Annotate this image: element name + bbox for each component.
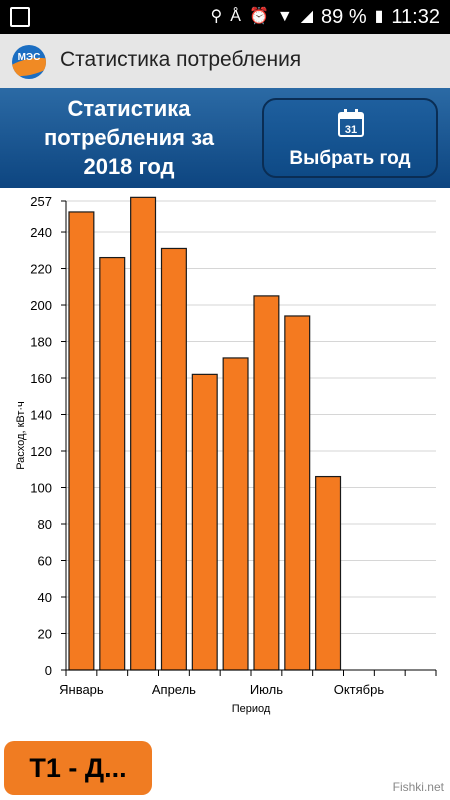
y-tick-label: 257 [30,194,52,209]
bar-month-4 [160,247,187,671]
y-tick-label: 180 [30,335,52,350]
grid [66,200,436,671]
battery-percent: 89 % [321,5,367,28]
x-tick-label: Апрель [152,682,196,697]
title-line-1: Статистика [67,96,191,121]
y-tick-label: 240 [30,225,52,240]
x-tick-label: Октябрь [334,682,385,697]
title-line-3: 2018 год [83,154,175,179]
bars [68,196,342,671]
bar-month-2 [99,256,126,671]
y-tick-label: 100 [30,481,52,496]
watermark: Fishki.net [392,780,444,794]
axes: 0 20 40 60 80 100 120 140 160 180 200 220 240 257 Янва… [30,194,437,697]
logo-text: МЭС [17,52,41,63]
bar-month-5 [191,373,218,671]
bar-month-1 [68,211,95,671]
y-tick-label: 160 [30,371,52,386]
app-bar: МЭС Статистика потребления [0,34,450,88]
statistics-header: Статистика потребления за 2018 год 31 Вы… [0,88,450,188]
consumption-chart: 0 20 40 60 80 100 120 140 160 180 200 220 240 257 Янва… [15,194,437,715]
x-tick-label: Июль [250,682,283,697]
y-tick-label: 120 [30,444,52,459]
bluetooth-icon: Å [230,8,241,25]
y-tick-label: 60 [38,554,52,569]
y-axis-label: Расход, кВт·ч [15,401,27,470]
title-line-2: потребления за [44,125,214,150]
location-icon: ⚲ [210,8,223,25]
status-bar: ⚲ Å ⏰ ▼ ◢ 89 % ▮ 11:32 [0,0,450,34]
bar-month-9 [315,475,342,671]
alarm-icon: ⏰ [248,8,269,25]
status-icons: ⚲ Å ⏰ ▼ ◢ 89 % ▮ 11:32 [211,0,440,34]
y-tick-label: 40 [38,590,52,605]
x-tick-label: Январь [59,682,104,697]
y-tick-label: 200 [30,298,52,313]
bar-month-6 [222,357,249,671]
calendar-day: 31 [345,124,357,136]
y-tick-label: 20 [38,627,52,642]
calendar-icon: 31 [338,109,364,137]
bar-month-7 [253,295,280,671]
signal-icon: ◢ [300,8,314,25]
wifi-icon: ▼ [276,8,293,25]
bar-month-8 [284,315,311,671]
y-tick-label: 140 [30,408,52,423]
y-tick-label: 0 [45,663,52,678]
bar-month-3 [130,196,157,671]
clock: 11:32 [391,5,440,28]
y-tick-label: 220 [30,262,52,277]
select-year-button[interactable]: 31 Выбрать год [262,98,438,178]
page-title: Статистика потребления за 2018 год [0,94,258,181]
select-year-label: Выбрать год [289,148,411,169]
tariff-button[interactable]: Т1 - Д... [4,741,152,795]
x-axis-label: Период [232,703,271,715]
battery-icon: ▮ [374,8,384,25]
app-title: Статистика потребления [60,48,302,71]
notification-icon [10,7,30,27]
y-tick-label: 80 [38,517,52,532]
app-logo: МЭС [12,45,46,79]
